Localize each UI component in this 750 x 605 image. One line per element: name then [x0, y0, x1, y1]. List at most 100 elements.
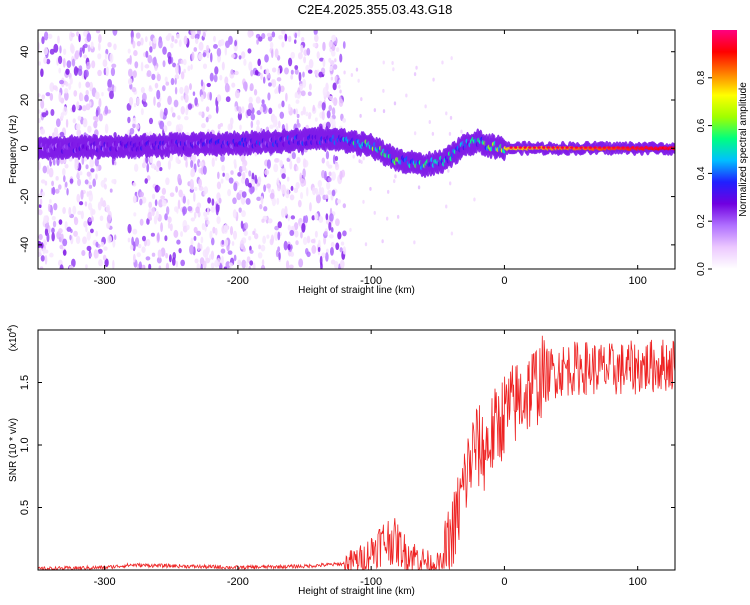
noise-cell — [38, 161, 41, 171]
noise-cell — [146, 218, 150, 225]
noise-cell — [41, 191, 45, 197]
noise-cell — [308, 58, 314, 69]
noise-cell — [180, 259, 186, 267]
noise-cell — [52, 158, 56, 166]
noise-cell — [415, 65, 418, 70]
noise-cell — [271, 49, 274, 59]
noise-cell — [225, 96, 231, 103]
noise-cell — [288, 155, 293, 160]
noise-cell — [277, 246, 281, 253]
noise-cell — [182, 206, 187, 215]
noise-cell — [58, 219, 63, 225]
noise-cell — [254, 233, 259, 240]
noise-cell — [312, 104, 316, 112]
noise-cell — [157, 186, 161, 191]
top-x-tick-label: -300 — [94, 275, 116, 287]
noise-cell — [331, 50, 336, 57]
noise-cell — [391, 60, 394, 65]
noise-cell — [167, 160, 172, 170]
noise-cell — [245, 261, 249, 269]
noise-cell — [98, 98, 102, 108]
noise-cell — [193, 47, 197, 52]
noise-cell — [88, 202, 93, 211]
noise-cell — [284, 205, 288, 216]
noise-cell — [328, 57, 332, 63]
noise-cell — [194, 97, 198, 106]
noise-cell — [141, 196, 147, 204]
noise-cell — [164, 213, 168, 221]
noise-cell — [297, 199, 302, 208]
ridge-core — [584, 146, 588, 149]
noise-cell — [132, 228, 138, 235]
ridge-core — [579, 146, 583, 149]
noise-cell — [83, 30, 88, 37]
noise-cell — [184, 85, 189, 95]
noise-cell — [450, 231, 454, 236]
noise-cell — [237, 171, 242, 177]
noise-cell — [210, 250, 215, 260]
noise-cell — [139, 191, 144, 198]
noise-cell — [41, 94, 46, 100]
noise-cell — [58, 184, 62, 190]
noise-cell — [215, 205, 219, 216]
noise-cell — [73, 217, 79, 226]
noise-cell — [59, 131, 65, 138]
noise-cell — [214, 66, 219, 75]
noise-cell — [278, 83, 281, 94]
noise-cell — [132, 117, 137, 125]
noise-cell — [293, 187, 299, 194]
noise-cell — [156, 89, 161, 100]
noise-cell — [314, 117, 318, 122]
noise-cell — [164, 235, 168, 242]
noise-cell — [51, 215, 56, 221]
noise-cell — [136, 252, 141, 258]
noise-cell — [248, 61, 253, 72]
noise-cell — [302, 158, 307, 169]
noise-cell — [304, 215, 309, 224]
noise-cell — [127, 78, 133, 85]
noise-cell — [193, 226, 198, 234]
noise-cell — [311, 215, 315, 221]
noise-cell — [106, 214, 111, 224]
noise-cell — [193, 192, 196, 202]
noise-cell — [278, 251, 281, 261]
noise-cell — [473, 197, 476, 202]
noise-cell — [343, 249, 346, 255]
noise-cell — [170, 106, 174, 113]
noise-cell — [256, 196, 261, 201]
noise-cell — [198, 161, 204, 167]
noise-cell — [228, 177, 234, 184]
noise-cell — [127, 223, 132, 234]
noise-cell — [53, 43, 59, 53]
noise-cell — [295, 99, 300, 104]
noise-cell — [147, 211, 152, 220]
noise-cell — [285, 123, 289, 133]
noise-cell — [314, 34, 319, 43]
bottom-x-tick-label: -300 — [94, 576, 116, 588]
noise-cell — [246, 109, 252, 117]
noise-cell — [248, 96, 253, 104]
noise-cell — [302, 78, 307, 88]
noise-cell — [197, 242, 201, 252]
ridge-core — [509, 146, 513, 149]
bottom-y-tick-label: 0.5 — [19, 500, 31, 515]
noise-cell — [315, 191, 319, 196]
noise-cell — [109, 90, 114, 100]
noise-cell — [183, 68, 186, 74]
noise-cell — [65, 68, 70, 75]
noise-cell — [204, 216, 209, 221]
noise-cell — [211, 198, 215, 206]
top-x-tick-label: -200 — [227, 275, 249, 287]
noise-cell — [128, 96, 134, 106]
noise-cell — [277, 120, 281, 129]
noise-cell — [299, 172, 303, 183]
noise-cell — [44, 255, 48, 265]
noise-cell — [88, 217, 92, 223]
noise-cell — [153, 96, 156, 106]
noise-cell — [77, 210, 82, 215]
noise-cell — [112, 30, 118, 36]
noise-cell — [184, 115, 189, 121]
noise-cell — [255, 185, 258, 191]
noise-cell — [266, 32, 272, 37]
noise-cell — [158, 199, 164, 208]
